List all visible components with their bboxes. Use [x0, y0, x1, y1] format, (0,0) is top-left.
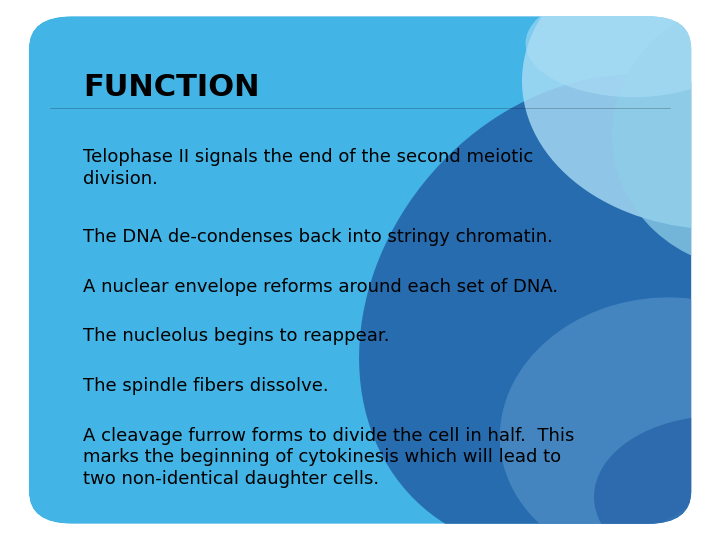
FancyBboxPatch shape	[0, 518, 29, 540]
Ellipse shape	[526, 0, 720, 97]
Text: FUNCTION: FUNCTION	[83, 73, 259, 102]
Text: The DNA de-condenses back into stringy chromatin.: The DNA de-condenses back into stringy c…	[83, 228, 553, 246]
FancyBboxPatch shape	[691, 518, 720, 540]
Ellipse shape	[594, 416, 720, 540]
Text: Telophase II signals the end of the second meiotic
division.: Telophase II signals the end of the seco…	[83, 148, 533, 188]
Text: A nuclear envelope reforms around each set of DNA.: A nuclear envelope reforms around each s…	[83, 278, 558, 296]
FancyBboxPatch shape	[0, 0, 29, 22]
FancyBboxPatch shape	[691, 0, 720, 22]
Ellipse shape	[612, 0, 720, 270]
Text: The spindle fibers dissolve.: The spindle fibers dissolve.	[83, 377, 328, 395]
Ellipse shape	[359, 75, 720, 540]
Ellipse shape	[500, 298, 720, 540]
Ellipse shape	[522, 0, 720, 230]
Text: A cleavage furrow forms to divide the cell in half.  This
marks the beginning of: A cleavage furrow forms to divide the ce…	[83, 427, 574, 488]
Text: The nucleolus begins to reappear.: The nucleolus begins to reappear.	[83, 327, 390, 346]
FancyBboxPatch shape	[29, 16, 691, 524]
